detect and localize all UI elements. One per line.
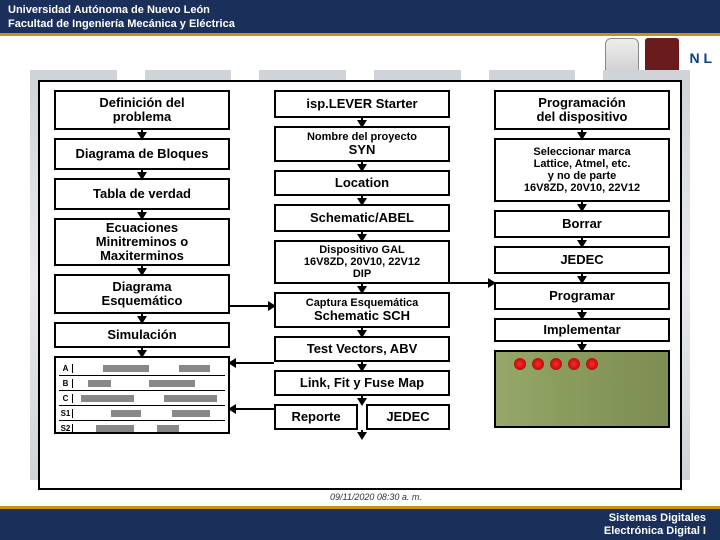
column-1: Definición del problema Diagrama de Bloq… bbox=[54, 90, 230, 480]
box-definicion: Definición del problema bbox=[54, 90, 230, 130]
box-implementar: Implementar bbox=[494, 318, 670, 342]
box-link-fit: Link, Fit y Fuse Map bbox=[274, 370, 450, 396]
box-captura-esq: Captura EsquemáticaSchematic SCH bbox=[274, 292, 450, 328]
box-jedec-out: JEDEC bbox=[366, 404, 450, 430]
row-reporte-jedec: Reporte JEDEC bbox=[274, 404, 450, 430]
arrow-head-2 bbox=[228, 358, 236, 368]
box-programar: Programar bbox=[494, 282, 670, 310]
arrow-head-1 bbox=[268, 301, 276, 311]
implementation-board bbox=[494, 350, 670, 428]
header-line1: Universidad Autónoma de Nuevo León bbox=[8, 3, 712, 17]
box-bloques: Diagrama de Bloques bbox=[54, 138, 230, 170]
simulation-waveform: A B C S1 S2 bbox=[54, 356, 230, 434]
box-diagrama-esq: Diagrama Esquemático bbox=[54, 274, 230, 314]
box-dispositivo-gal: Dispositivo GAL16V8ZD, 20V10, 22V12DIP bbox=[274, 240, 450, 284]
footer: Sistemas Digitales Electrónica Digital I bbox=[0, 506, 720, 540]
flowchart: Definición del problema Diagrama de Bloq… bbox=[38, 80, 682, 490]
box-programacion: Programacióndel dispositivo bbox=[494, 90, 670, 130]
arrow-head-3 bbox=[228, 404, 236, 414]
arrow-sim-tv bbox=[230, 362, 274, 364]
box-tabla: Tabla de verdad bbox=[54, 178, 230, 210]
column-3: Programacióndel dispositivo Seleccionar … bbox=[494, 90, 670, 480]
arrow-head-4 bbox=[488, 278, 496, 288]
box-jedec: JEDEC bbox=[494, 246, 670, 274]
box-location: Location bbox=[274, 170, 450, 196]
box-borrar: Borrar bbox=[494, 210, 670, 238]
footer-text: Sistemas Digitales Electrónica Digital I bbox=[604, 512, 706, 538]
box-schematic-abel: Schematic/ABEL bbox=[274, 204, 450, 232]
timestamp: 09/11/2020 08:30 a. m. bbox=[330, 492, 422, 502]
box-simulacion: Simulación bbox=[54, 322, 230, 348]
box-ecuaciones: Ecuaciones Minitreminos o Maxiterminos bbox=[54, 218, 230, 266]
box-seleccionar: Seleccionar marcaLattice, Atmel, etc.y n… bbox=[494, 138, 670, 202]
box-isplever: isp.LEVER Starter bbox=[274, 90, 450, 118]
box-test-vectors: Test Vectors, ABV bbox=[274, 336, 450, 362]
arrow-linkfit bbox=[230, 408, 274, 410]
header: Universidad Autónoma de Nuevo León Facul… bbox=[0, 0, 720, 36]
nl-label: N L bbox=[689, 50, 712, 66]
box-reporte: Reporte bbox=[274, 404, 358, 430]
header-line2: Facultad de Ingeniería Mecánica y Eléctr… bbox=[8, 17, 712, 31]
box-nombre-proyecto: Nombre del proyectoSYN bbox=[274, 126, 450, 162]
